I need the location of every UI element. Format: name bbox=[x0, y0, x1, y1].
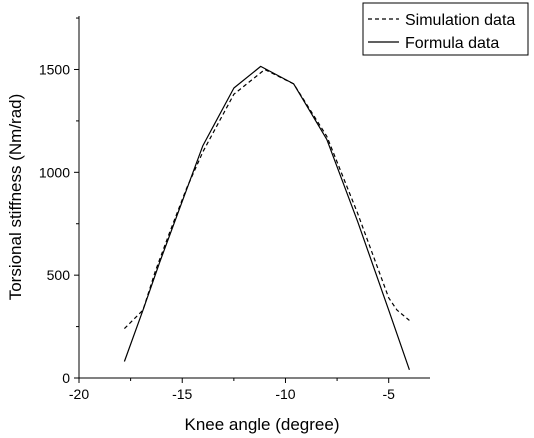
y-tick-label: 1000 bbox=[39, 164, 70, 180]
legend-box bbox=[362, 2, 529, 56]
legend-label-formula: Formula data bbox=[405, 35, 499, 52]
x-tick-label: -10 bbox=[275, 386, 295, 402]
series-line-simulation bbox=[123, 68, 410, 330]
axes bbox=[78, 16, 430, 379]
legend: Simulation data Formula data bbox=[362, 2, 529, 56]
y-tick-label: 500 bbox=[47, 267, 71, 283]
y-axis-title: Torsional stiffness (Nm/rad) bbox=[6, 94, 25, 301]
y-tick-label: 0 bbox=[62, 370, 70, 386]
series-group bbox=[123, 65, 410, 370]
series-line-formula bbox=[123, 65, 410, 370]
x-axis-title: Knee angle (degree) bbox=[184, 415, 339, 434]
legend-label-simulation: Simulation data bbox=[405, 12, 515, 29]
ticks: -20 -15 -10 -5 0 500 1000 1500 bbox=[39, 17, 395, 402]
x-tick-label: -5 bbox=[382, 386, 395, 402]
x-tick-label: -20 bbox=[69, 386, 89, 402]
y-tick-label: 1500 bbox=[39, 61, 70, 77]
x-tick-label: -15 bbox=[172, 386, 192, 402]
